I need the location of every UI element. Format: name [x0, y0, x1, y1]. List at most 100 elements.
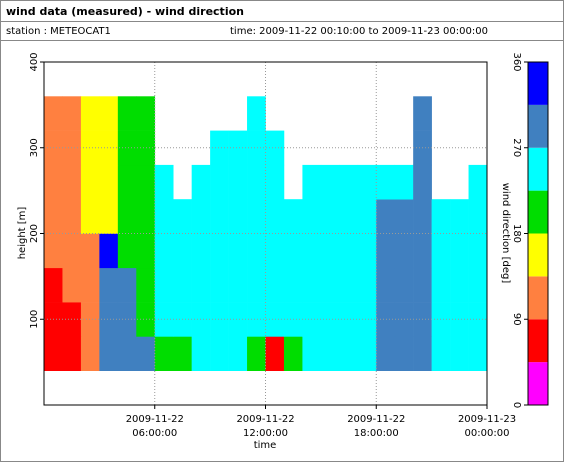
cell — [394, 336, 414, 371]
cell — [228, 267, 248, 303]
cell — [80, 164, 100, 200]
cell — [468, 199, 488, 234]
cell — [80, 233, 100, 269]
x-tick-label: 2009-11-23 — [458, 414, 516, 425]
cell — [154, 164, 174, 200]
cell — [80, 336, 100, 371]
cell — [136, 130, 156, 166]
cell — [302, 267, 322, 303]
cell — [265, 199, 285, 234]
cell — [339, 336, 359, 371]
cell — [302, 199, 322, 234]
cell — [247, 302, 266, 337]
cell — [394, 164, 414, 200]
cell — [154, 267, 174, 303]
colorbar-band — [528, 62, 548, 105]
cell — [247, 233, 266, 269]
cell — [154, 233, 174, 269]
cell — [99, 336, 119, 371]
cell — [117, 130, 137, 166]
cell — [339, 164, 359, 200]
cell — [431, 233, 451, 269]
cell — [376, 164, 396, 200]
cell — [62, 336, 82, 371]
cell — [173, 336, 192, 371]
cell — [62, 199, 82, 234]
cell — [413, 164, 432, 200]
cell — [154, 336, 174, 371]
cell — [99, 267, 119, 303]
cell — [191, 267, 211, 303]
cell — [468, 336, 488, 371]
cell — [210, 267, 229, 303]
cell — [376, 199, 396, 234]
cell — [265, 267, 285, 303]
cell — [339, 302, 359, 337]
cell — [468, 302, 488, 337]
cell — [210, 336, 229, 371]
cell — [247, 267, 266, 303]
cell — [339, 199, 359, 234]
cell — [431, 199, 451, 234]
cell — [44, 267, 63, 303]
cell — [247, 336, 266, 371]
cell — [191, 164, 211, 200]
cell — [320, 336, 340, 371]
cell — [357, 302, 377, 337]
cell — [136, 96, 156, 131]
cell — [136, 302, 156, 337]
cell — [117, 233, 137, 269]
colorbar-tick-label: 90 — [511, 313, 522, 326]
cell — [80, 302, 100, 337]
cell — [413, 336, 432, 371]
colorbar-tick-label: 360 — [511, 52, 522, 71]
cell — [210, 233, 229, 269]
cell — [320, 233, 340, 269]
cell — [247, 130, 266, 166]
cell — [413, 267, 432, 303]
plot-frame — [43, 61, 488, 406]
colorbar-band — [528, 233, 548, 277]
cell — [302, 233, 322, 269]
cell — [80, 130, 100, 166]
period: time: 2009-11-22 00:10:00 to 2009-11-23 … — [230, 26, 488, 37]
cell — [44, 96, 63, 131]
x-axis-label: time — [254, 440, 277, 451]
cell — [136, 164, 156, 200]
cell — [265, 302, 285, 337]
cell — [62, 96, 82, 131]
cell — [136, 336, 156, 371]
cell — [265, 233, 285, 269]
cell — [62, 233, 82, 269]
colorbar-label: wind direction [deg] — [500, 183, 511, 284]
colorbar-tick-label: 0 — [511, 402, 522, 408]
cell — [320, 164, 340, 200]
cell — [247, 199, 266, 234]
cell — [99, 302, 119, 337]
cell — [44, 336, 63, 371]
cell — [450, 302, 469, 337]
cell — [117, 199, 137, 234]
x-tick-label: 00:00:00 — [465, 428, 510, 439]
cell — [117, 267, 137, 303]
cell — [376, 302, 396, 337]
cell — [376, 233, 396, 269]
chart-title: wind data (measured) - wind direction — [6, 5, 244, 18]
cell — [357, 267, 377, 303]
cell — [450, 233, 469, 269]
cell — [394, 267, 414, 303]
cell — [62, 164, 82, 200]
cell — [228, 164, 248, 200]
cell — [376, 336, 396, 371]
x-tick-label: 18:00:00 — [354, 428, 399, 439]
cell — [228, 302, 248, 337]
cell — [283, 267, 303, 303]
station: station : METEOCAT1 — [6, 26, 111, 37]
cell — [320, 199, 340, 234]
cell — [228, 199, 248, 234]
cell — [413, 96, 432, 131]
x-tick-label: 2009-11-22 — [236, 414, 294, 425]
cell — [265, 164, 285, 200]
cell — [191, 199, 211, 234]
